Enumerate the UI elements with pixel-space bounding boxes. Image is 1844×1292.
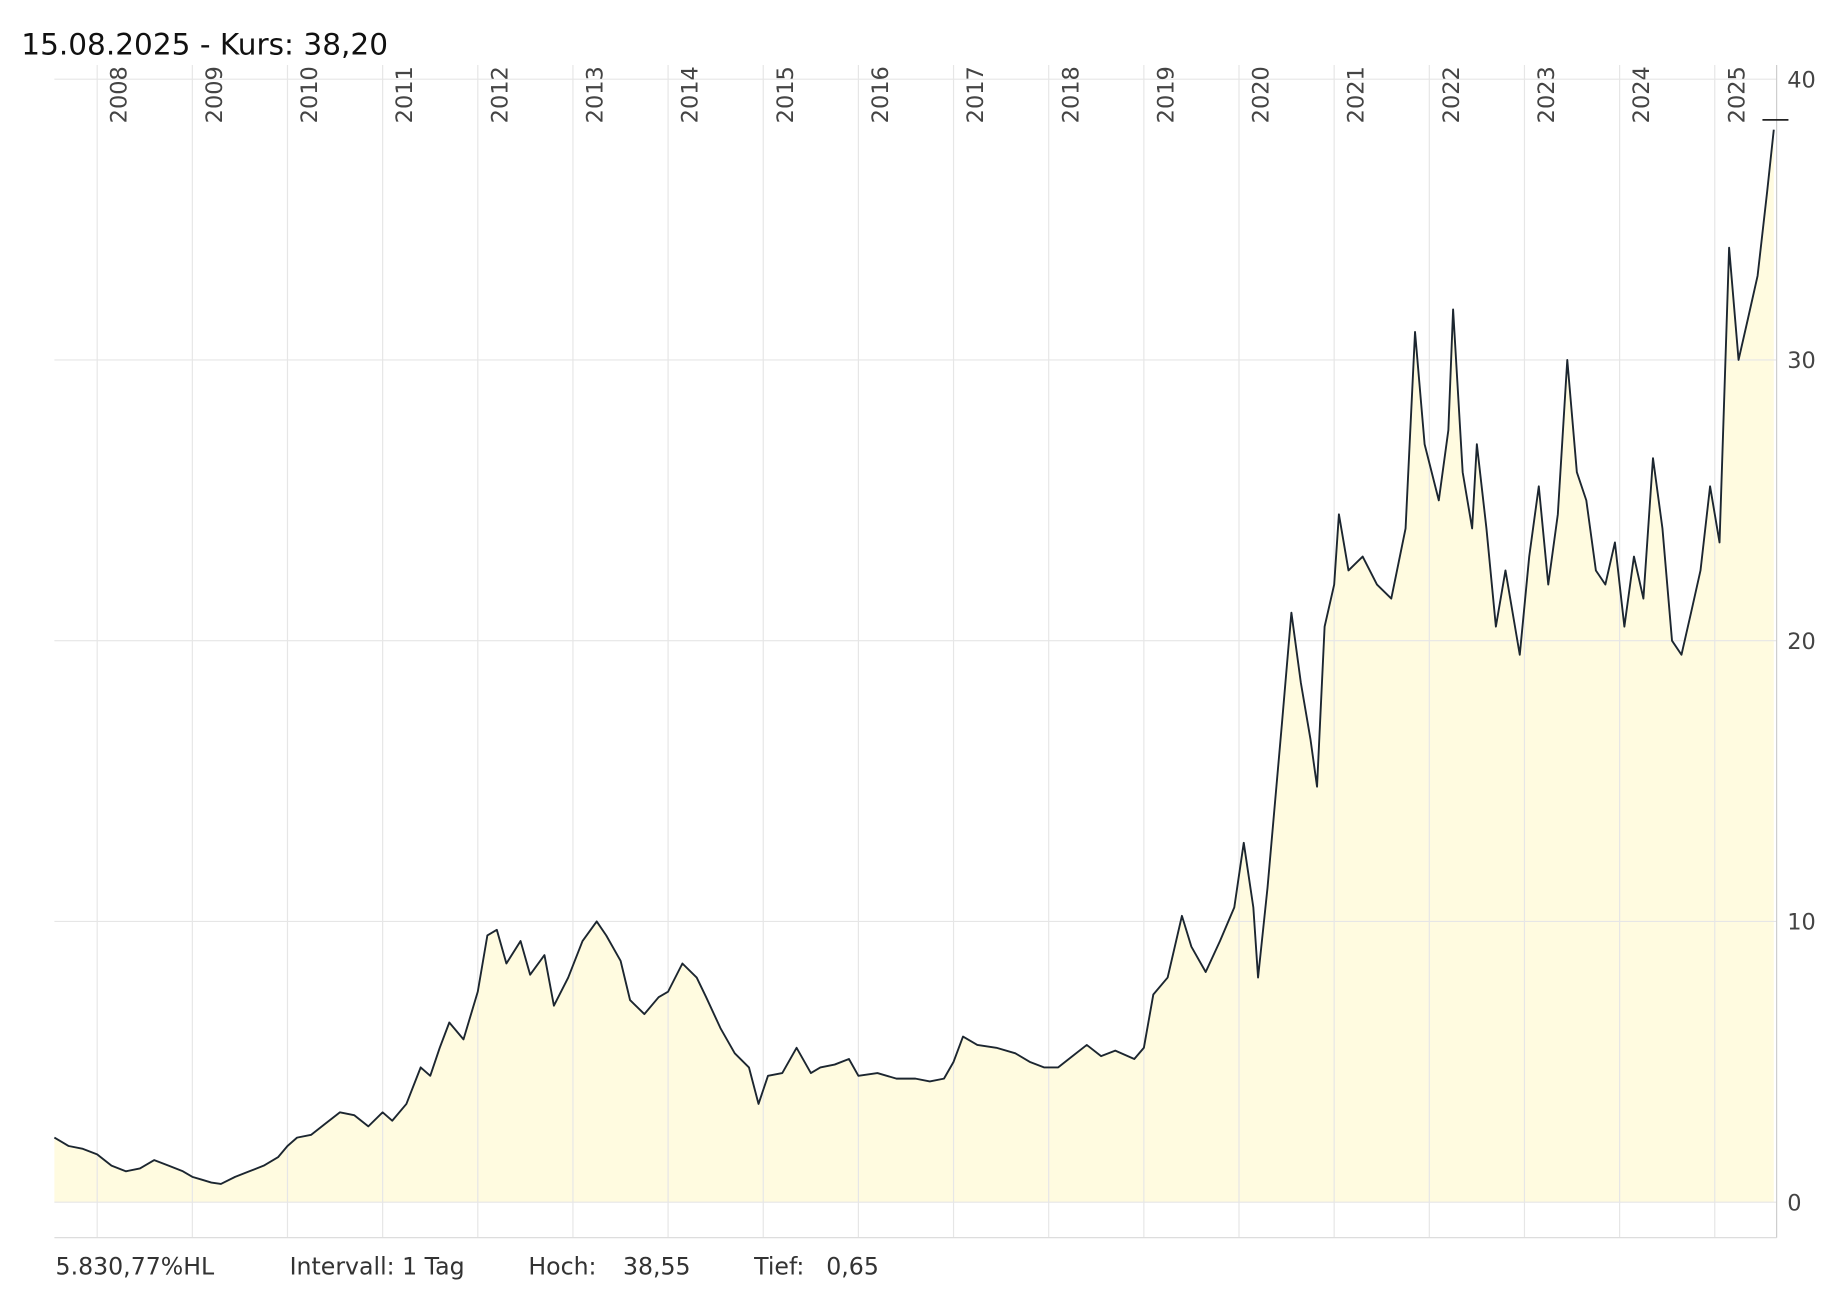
footer-low-label: Tief: [753,1252,804,1280]
y-tick-label: 20 [1787,629,1816,655]
x-tick-label: 2011 [392,66,418,123]
x-tick-label: 2024 [1629,66,1655,123]
x-tick-label: 2016 [868,66,894,123]
x-tick-label: 2025 [1724,66,1750,123]
x-tick-label: 2021 [1344,66,1370,123]
y-tick-label: 10 [1787,910,1816,936]
footer-high-label: Hoch: [528,1252,596,1280]
footer-high-value: 38,55 [623,1252,691,1280]
y-tick-label: 30 [1787,348,1816,374]
x-tick-label: 2008 [107,66,133,123]
x-tick-label: 2018 [1058,66,1084,123]
footer-interval: Intervall: 1 Tag [290,1252,465,1280]
footer-low-value: 0,65 [826,1252,879,1280]
y-tick-label: 40 [1787,67,1816,93]
x-tick-label: 2023 [1534,66,1560,123]
x-tick-label: 2015 [773,66,799,123]
x-tick-label: 2014 [678,66,704,123]
x-tick-label: 2019 [1153,66,1179,123]
x-tick-label: 2012 [487,66,513,123]
x-tick-label: 2017 [963,66,989,123]
y-tick-label: 0 [1787,1190,1801,1216]
x-tick-label: 2013 [583,66,609,123]
price-line [53,129,1775,1185]
x-tick-label: 2020 [1249,66,1275,123]
x-tick-label: 2009 [202,66,228,123]
chart-title: 15.08.2025 - Kurs: 38,20 [21,27,388,61]
area-fill [54,129,1774,1203]
x-tick-label: 2022 [1439,66,1465,123]
x-tick-label: 2010 [297,66,323,123]
footer-performance: 5.830,77%HL [56,1252,215,1280]
